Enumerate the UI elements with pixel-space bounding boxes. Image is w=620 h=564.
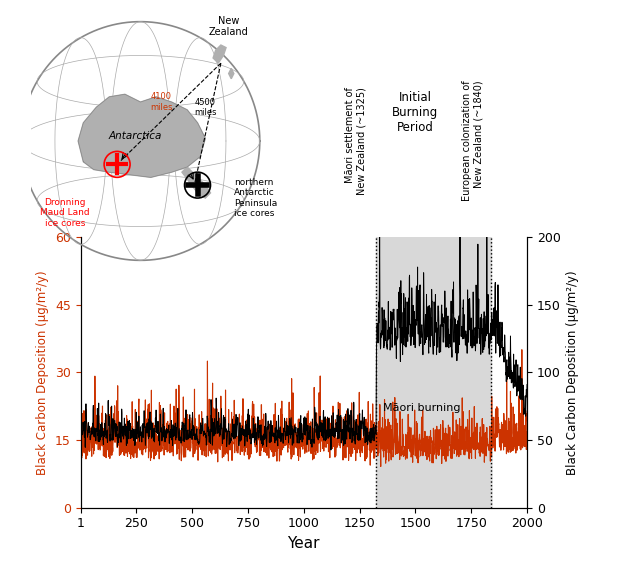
Text: 4100
miles: 4100 miles	[150, 92, 172, 112]
Polygon shape	[213, 45, 226, 63]
Polygon shape	[182, 167, 211, 198]
Bar	[376, 237, 491, 508]
Polygon shape	[229, 68, 234, 79]
Text: 4500
miles: 4500 miles	[194, 98, 216, 117]
Y-axis label: Black Carbon Deposition (µg/m²/y): Black Carbon Deposition (µg/m²/y)	[37, 270, 50, 474]
Polygon shape	[78, 94, 205, 177]
Y-axis label: Black Carbon Deposition (µg/m²/y): Black Carbon Deposition (µg/m²/y)	[566, 270, 579, 474]
Text: Antarctica: Antarctica	[108, 131, 162, 141]
Text: Māori burning: Māori burning	[383, 403, 461, 413]
Text: northern
Antarctic
Peninsula
ice cores: northern Antarctic Peninsula ice cores	[234, 178, 277, 218]
Text: Initial
Burning
Period: Initial Burning Period	[392, 91, 438, 134]
Text: Dronning
Maud Land
ice cores: Dronning Maud Land ice cores	[40, 198, 90, 228]
Text: Māori settlement of
New Zealand (~1325): Māori settlement of New Zealand (~1325)	[345, 87, 367, 195]
Text: New
Zealand: New Zealand	[209, 16, 249, 37]
Text: European colonization of
New Zealand (~1840): European colonization of New Zealand (~1…	[463, 81, 484, 201]
X-axis label: Year: Year	[288, 536, 320, 551]
